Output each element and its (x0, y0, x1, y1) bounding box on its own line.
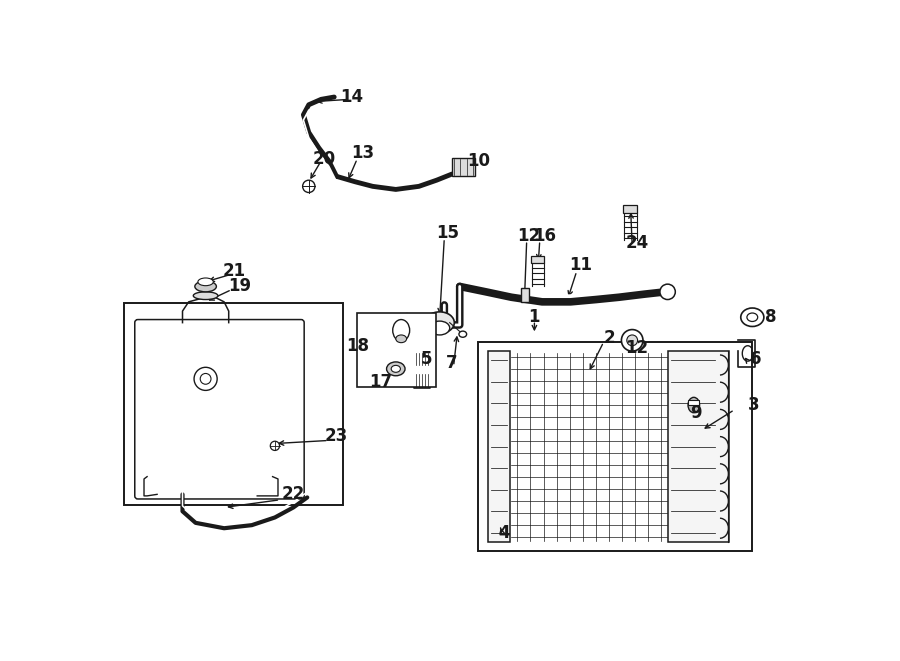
Bar (124, 303, 344, 505)
Text: 3: 3 (748, 396, 760, 414)
Text: 16: 16 (533, 227, 556, 245)
Circle shape (194, 368, 217, 391)
Text: 10: 10 (467, 152, 490, 170)
Text: 12: 12 (626, 339, 648, 357)
Ellipse shape (194, 281, 216, 292)
Bar (452, 158, 475, 176)
Text: 11: 11 (569, 256, 592, 274)
Text: 5: 5 (421, 350, 432, 368)
Bar (478, 342, 752, 551)
Text: 7: 7 (446, 354, 458, 372)
Text: 12: 12 (518, 227, 541, 245)
Bar (530, 256, 544, 263)
Text: 15: 15 (436, 223, 459, 241)
Circle shape (200, 373, 211, 384)
Ellipse shape (392, 319, 410, 341)
Ellipse shape (459, 331, 466, 337)
Text: 23: 23 (325, 427, 348, 445)
Text: 22: 22 (282, 485, 305, 503)
Circle shape (660, 284, 675, 299)
Ellipse shape (425, 312, 454, 333)
Ellipse shape (387, 362, 405, 375)
Text: 13: 13 (351, 144, 374, 162)
Circle shape (626, 335, 637, 346)
Bar (357, 313, 436, 387)
Ellipse shape (429, 321, 450, 335)
Text: 20: 20 (312, 149, 336, 168)
Text: 1: 1 (528, 308, 540, 327)
Ellipse shape (747, 313, 758, 321)
Bar (488, 351, 509, 542)
Ellipse shape (194, 292, 218, 299)
Ellipse shape (688, 397, 699, 412)
Text: 18: 18 (346, 336, 369, 355)
Ellipse shape (198, 278, 213, 286)
Text: 14: 14 (340, 88, 364, 106)
Text: 24: 24 (626, 235, 648, 253)
Circle shape (270, 442, 280, 450)
Text: 2: 2 (603, 329, 615, 347)
Text: 19: 19 (228, 278, 251, 295)
Ellipse shape (396, 335, 407, 342)
Text: 6: 6 (750, 350, 761, 368)
Text: 8: 8 (765, 308, 777, 327)
Circle shape (621, 330, 643, 351)
Text: 9: 9 (690, 404, 702, 422)
Text: 4: 4 (498, 524, 509, 542)
Ellipse shape (741, 308, 764, 327)
Bar (623, 205, 637, 213)
Bar (521, 288, 529, 302)
FancyBboxPatch shape (135, 319, 304, 499)
Ellipse shape (392, 366, 400, 372)
Text: 21: 21 (222, 262, 246, 280)
Circle shape (302, 180, 315, 192)
Text: 17: 17 (369, 373, 392, 391)
Bar (688, 400, 699, 405)
Bar (668, 351, 729, 542)
